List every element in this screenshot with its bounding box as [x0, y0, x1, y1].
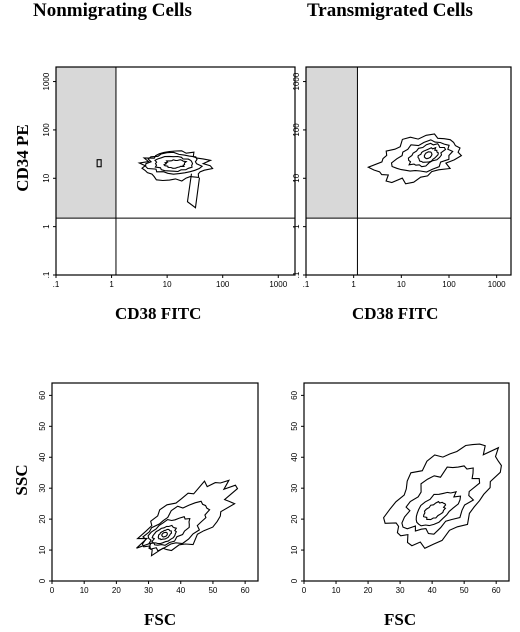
- bottom-right-contours: [383, 443, 502, 549]
- top-left-contour-3: [154, 155, 194, 173]
- bottom-left-x-axis-title: FSC: [144, 610, 177, 629]
- bottom-left-contour-4: [151, 524, 178, 545]
- bottom-right-frame: [303, 382, 510, 582]
- top-left-shaded-region: [56, 67, 116, 219]
- top-right-xtick-label: .1: [303, 280, 310, 289]
- top-left-contour-tail: [186, 173, 201, 209]
- bottom-right-ytick-label: 0: [290, 578, 299, 583]
- top-right-ytick-label: 1000: [292, 72, 301, 90]
- bottom-right-contour-3: [415, 491, 462, 527]
- top-right-x-axis-title: CD38 FITC: [352, 304, 439, 323]
- top-left-ytick-label: .1: [42, 271, 51, 278]
- bottom-right-ytick-label: 30: [290, 483, 299, 492]
- bottom-left-ytick-label: 50: [38, 421, 47, 430]
- bottom-left-xtick-label: 20: [112, 586, 121, 595]
- top-right-xtick-label: 1: [351, 280, 356, 289]
- top-right-ytick-label: 1: [292, 224, 301, 229]
- bottom-right-xtick-label: 30: [396, 586, 405, 595]
- top-left-xtick-label: .1: [53, 280, 60, 289]
- top-right-contour-1: [366, 133, 463, 185]
- top-right-contour-5: [423, 151, 433, 160]
- top-left-xtick-label: 100: [216, 280, 230, 289]
- bottom-left-contour-5: [157, 528, 173, 541]
- bottom-left-ytick-label: 30: [38, 483, 47, 492]
- bottom-left-contour-3: [147, 516, 191, 546]
- top-left-contour-2: [144, 151, 204, 175]
- bottom-left-contour-2: [141, 500, 211, 552]
- left-column-title: Nonmigrating Cells: [33, 0, 192, 21]
- bottom-right-contour-4: [423, 500, 447, 521]
- top-left-ytick-label: 10: [42, 173, 51, 182]
- top-left-contour-island: [96, 159, 102, 168]
- bottom-right-xtick-label: 10: [332, 586, 341, 595]
- top-left-xtick-label: 10: [163, 280, 172, 289]
- bottom-left-xtick-label: 0: [50, 586, 55, 595]
- bottom-left-frame: [51, 382, 259, 582]
- bottom-right-x-axis-title: FSC: [384, 610, 417, 629]
- bottom-left-ytick-label: 10: [38, 545, 47, 554]
- bottom-left-xtick-label: 60: [241, 586, 250, 595]
- bottom-right-xtick-label: 60: [492, 586, 501, 595]
- top-left-ytick-label: 1000: [42, 72, 51, 90]
- bottom-left-xtick-label: 40: [176, 586, 185, 595]
- bottom-right-ytick-label: 20: [290, 514, 299, 523]
- bottom-right-ytick-label: 40: [290, 452, 299, 461]
- top-right-xtick-label: 10: [397, 280, 406, 289]
- bottom-right-xtick-label: 0: [302, 586, 307, 595]
- top-right-contour-2: [390, 139, 454, 173]
- top-right-contour-4: [417, 146, 439, 163]
- bottom-right-ytick-label: 50: [290, 421, 299, 430]
- top-left-xtick-label: 1: [109, 280, 114, 289]
- top-right-xtick-label: 1000: [488, 280, 506, 289]
- bottom-left-xtick-label: 50: [208, 586, 217, 595]
- top-left-xtick-label: 1000: [269, 280, 287, 289]
- top-right-contours: [366, 133, 463, 185]
- bottom-left-xtick-label: 30: [144, 586, 153, 595]
- right-column-title: Transmigrated Cells: [307, 0, 473, 21]
- bottom-left-contour-6: [161, 531, 168, 538]
- top-right-ytick-label: 10: [292, 173, 301, 182]
- top-left-contours: [96, 150, 214, 209]
- bottom-left-ytick-label: 0: [38, 578, 47, 583]
- top-right-contour-3: [407, 142, 447, 168]
- bottom-left-xtick-label: 10: [80, 586, 89, 595]
- top-left-ytick-label: 1: [42, 224, 51, 229]
- bottom-right-xtick-label: 50: [460, 586, 469, 595]
- bottom-right-ytick-label: 10: [290, 545, 299, 554]
- bottom-right-xtick-label: 20: [364, 586, 373, 595]
- top-left-ytick-label: 100: [42, 123, 51, 137]
- top-right-frame: [305, 66, 512, 276]
- top-left-contour-4: [163, 159, 188, 169]
- top-right-ytick-label: .1: [292, 271, 301, 278]
- bottom-left-ytick-label: 20: [38, 514, 47, 523]
- bottom-left-contours: [136, 479, 239, 557]
- top-right-ytick-label: 100: [292, 123, 301, 137]
- bottom-right-contour-2: [401, 465, 481, 535]
- top-right-xtick-label: 100: [442, 280, 456, 289]
- bottom-right-contour-1: [383, 443, 502, 549]
- top-left-frame: [55, 66, 296, 276]
- bottom-left-ytick-label: 60: [38, 390, 47, 399]
- bottom-right-ytick-label: 60: [290, 390, 299, 399]
- bottom-left-ytick-label: 40: [38, 452, 47, 461]
- top-right-shaded-region: [306, 67, 358, 219]
- bottom-right-xtick-label: 40: [428, 586, 437, 595]
- top-left-x-axis-title: CD38 FITC: [115, 304, 202, 323]
